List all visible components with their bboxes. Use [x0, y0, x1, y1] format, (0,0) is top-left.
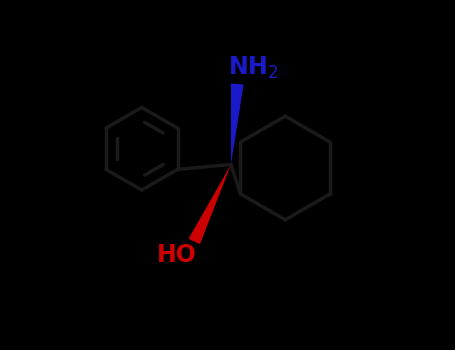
Text: NH$_2$: NH$_2$: [228, 55, 278, 81]
Polygon shape: [188, 164, 231, 244]
Polygon shape: [231, 84, 243, 164]
Text: HO: HO: [157, 243, 197, 267]
